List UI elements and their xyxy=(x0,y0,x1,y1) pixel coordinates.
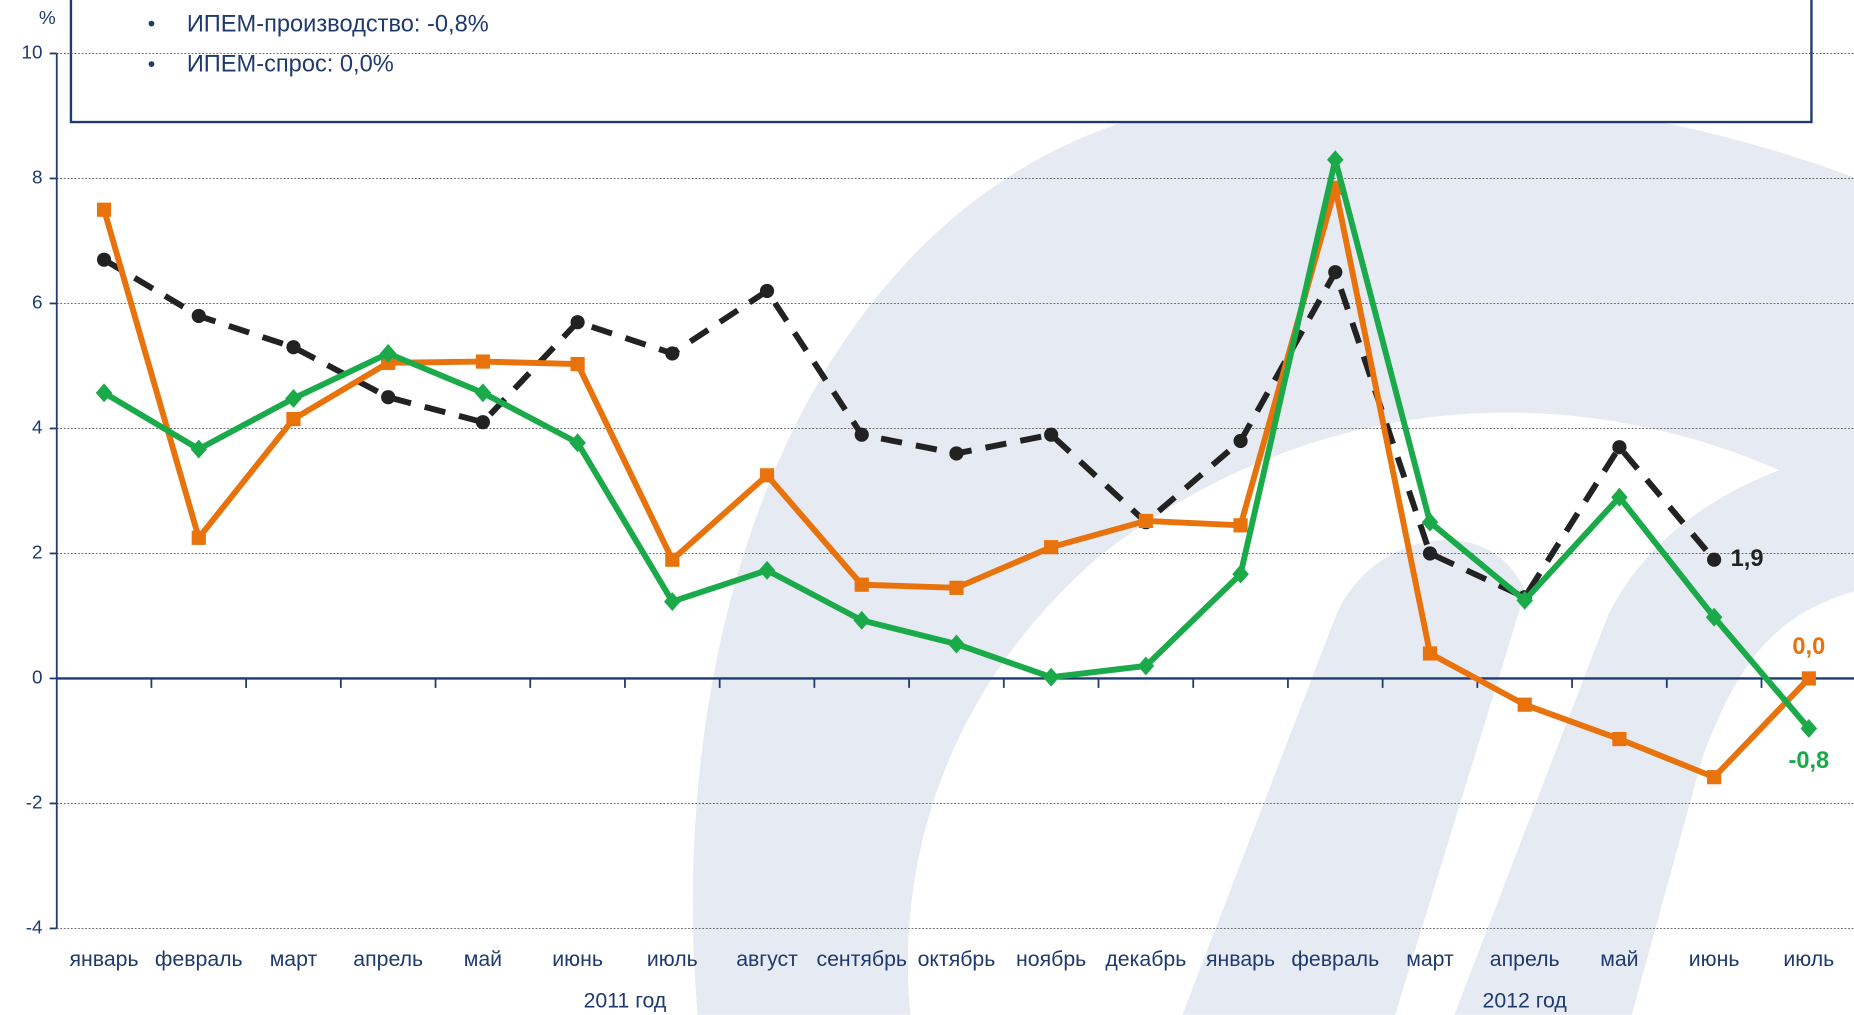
marker xyxy=(475,354,490,369)
marker xyxy=(1042,667,1060,687)
marker xyxy=(664,592,681,612)
y-tick-label: 2 xyxy=(32,542,43,563)
data-label: 0,0 xyxy=(1792,634,1825,660)
marker xyxy=(1517,697,1532,712)
marker xyxy=(1328,265,1343,280)
marker xyxy=(96,252,112,267)
x-tick-label: июль xyxy=(647,947,698,971)
marker xyxy=(758,560,776,580)
x-tick-label: апрель xyxy=(353,947,423,971)
marker xyxy=(854,427,869,442)
marker xyxy=(1138,513,1153,529)
marker xyxy=(759,468,775,483)
y-tick-label: 8 xyxy=(32,167,43,188)
data-label: 1,9 xyxy=(1731,546,1764,572)
marker xyxy=(1327,150,1344,170)
x-tick-label: февраль xyxy=(1291,947,1379,971)
x-group-label: 2012 год xyxy=(1483,988,1568,1012)
x-tick-label: август xyxy=(736,947,798,971)
marker xyxy=(1044,540,1059,555)
marker xyxy=(1233,518,1248,533)
marker xyxy=(381,390,396,405)
marker xyxy=(285,388,302,408)
bullet: • xyxy=(148,52,155,76)
y-tick-label: -2 xyxy=(26,792,43,813)
x-tick-label: май xyxy=(464,947,502,971)
marker xyxy=(1422,646,1438,661)
marker xyxy=(1801,671,1816,686)
x-tick-label: июнь xyxy=(1689,947,1740,971)
marker xyxy=(1421,512,1439,532)
marker xyxy=(1422,546,1438,561)
marker xyxy=(1611,487,1628,507)
y-tick-label: -4 xyxy=(26,917,43,938)
marker xyxy=(286,340,301,355)
x-tick-label: май xyxy=(1600,947,1638,971)
marker xyxy=(286,411,301,427)
x-tick-label: февраль xyxy=(155,947,243,971)
annotation: ИПЕМ-спрос: 0,0% xyxy=(187,52,394,78)
marker xyxy=(1232,564,1249,584)
marker xyxy=(949,580,964,595)
y-axis-label: % xyxy=(39,8,56,29)
marker xyxy=(1233,433,1248,449)
y-tick-label: 6 xyxy=(32,292,43,313)
x-tick-label: июнь xyxy=(552,947,603,971)
x-group-label: 2011 год xyxy=(584,988,667,1012)
marker xyxy=(853,610,871,630)
marker xyxy=(191,308,206,324)
annotation-box xyxy=(69,0,1813,124)
marker xyxy=(1800,718,1818,738)
x-tick-label: март xyxy=(1406,947,1454,971)
x-tick-label: июль xyxy=(1783,947,1834,971)
marker xyxy=(1705,607,1723,627)
line xyxy=(102,257,1717,601)
x-tick-label: март xyxy=(270,947,318,971)
y-tick-label: 4 xyxy=(32,417,43,438)
marker xyxy=(570,315,585,330)
marker xyxy=(191,530,206,545)
y-tick-label: 10 xyxy=(22,42,43,63)
marker xyxy=(95,383,113,403)
x-tick-label: октябрь xyxy=(918,947,996,971)
marker xyxy=(379,343,397,363)
marker xyxy=(474,383,492,403)
marker xyxy=(949,446,964,461)
marker xyxy=(665,346,680,361)
x-tick-label: декабрь xyxy=(1105,947,1186,971)
y-tick-label: 0 xyxy=(32,667,43,688)
marker xyxy=(1044,427,1059,442)
x-tick-label: январь xyxy=(70,947,139,971)
marker xyxy=(1137,656,1155,676)
x-tick-label: ноябрь xyxy=(1016,947,1086,971)
x-tick-label: сентябрь xyxy=(816,947,907,971)
x-tick-label: апрель xyxy=(1490,947,1560,971)
marker xyxy=(948,634,965,654)
marker xyxy=(1707,552,1722,567)
marker xyxy=(1707,770,1722,785)
data-label: -0,8 xyxy=(1788,748,1829,774)
marker xyxy=(854,577,869,592)
marker xyxy=(665,552,680,567)
bullet: • xyxy=(148,12,155,36)
marker xyxy=(1612,440,1627,455)
marker xyxy=(475,415,490,430)
marker xyxy=(759,283,775,299)
marker xyxy=(570,356,585,372)
marker xyxy=(96,202,112,217)
marker xyxy=(1612,731,1627,747)
annotation: ИПЕМ-производство: -0,8% xyxy=(187,11,489,37)
x-tick-label: январь xyxy=(1206,947,1275,971)
